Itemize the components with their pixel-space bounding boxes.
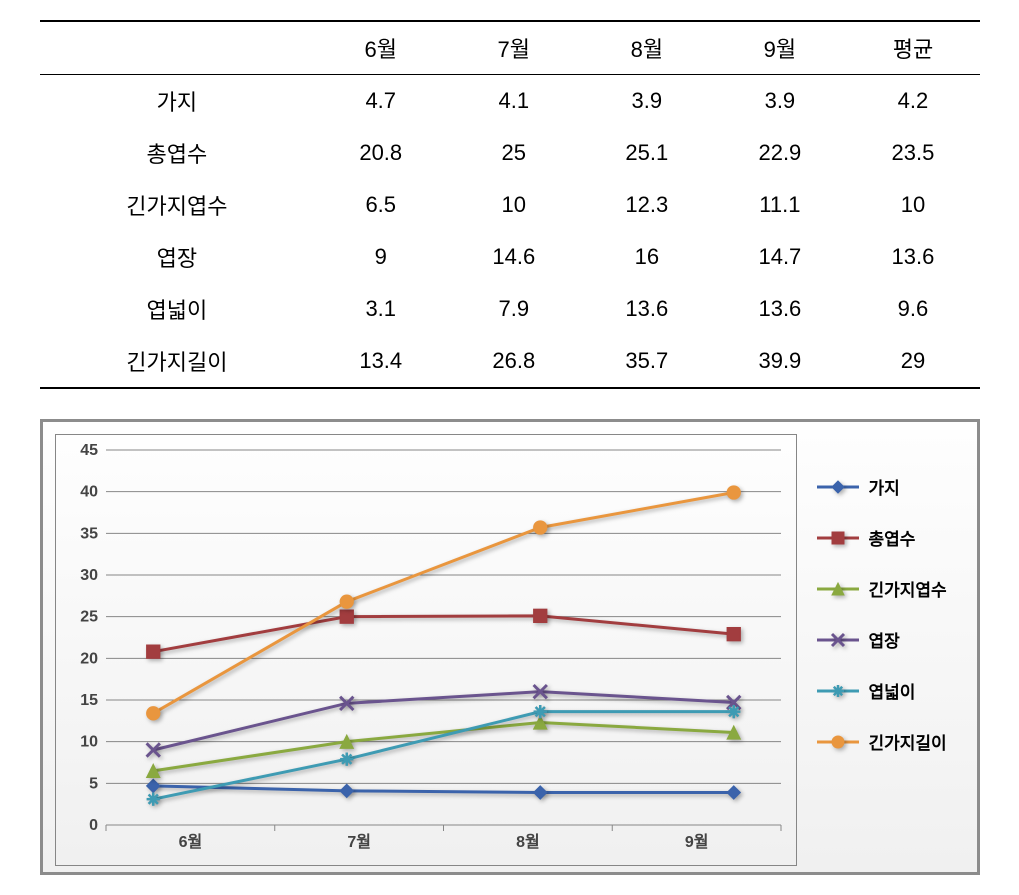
cell-value: 11.1 (713, 179, 846, 231)
legend-label: 엽넓이 (869, 678, 916, 703)
legend-item: 긴가지길이 (817, 729, 965, 754)
svg-text:5: 5 (89, 775, 98, 792)
svg-text:9월: 9월 (684, 833, 708, 851)
svg-text:45: 45 (80, 442, 98, 459)
table-row: 긴가지엽수6.51012.311.110 (40, 179, 980, 231)
cell-value: 4.7 (314, 75, 447, 128)
cell-value: 22.9 (713, 127, 846, 179)
cell-value: 29 (846, 335, 979, 388)
cell-value: 12.3 (580, 179, 713, 231)
row-label: 엽장 (40, 231, 315, 283)
cell-value: 9.6 (846, 283, 979, 335)
legend-item: 긴가지엽수 (817, 576, 965, 601)
data-table: 6월7월8월9월평균 가지4.74.13.93.94.2총엽수20.82525.… (40, 20, 980, 389)
cell-value: 7.9 (447, 283, 580, 335)
cell-value: 9 (314, 231, 447, 283)
cell-value: 16 (580, 231, 713, 283)
svg-text:35: 35 (80, 525, 98, 542)
table-row: 총엽수20.82525.122.923.5 (40, 127, 980, 179)
cell-value: 13.6 (846, 231, 979, 283)
legend-marker-icon (817, 531, 859, 545)
month-col: 7월 (447, 21, 580, 75)
table-row: 엽장914.61614.713.6 (40, 231, 980, 283)
svg-text:6월: 6월 (178, 833, 202, 851)
legend-item: 가지 (817, 474, 965, 499)
legend-label: 총엽수 (869, 525, 916, 550)
legend-marker-icon (817, 480, 859, 494)
table-row: 엽넓이3.17.913.613.69.6 (40, 283, 980, 335)
row-label: 총엽수 (40, 127, 315, 179)
legend-label: 엽장 (869, 627, 900, 652)
cell-value: 23.5 (846, 127, 979, 179)
cell-value: 25 (447, 127, 580, 179)
cell-value: 14.6 (447, 231, 580, 283)
svg-text:7월: 7월 (347, 833, 371, 851)
month-col: 9월 (713, 21, 846, 75)
svg-text:10: 10 (80, 734, 98, 751)
cell-value: 39.9 (713, 335, 846, 388)
row-label: 긴가지엽수 (40, 179, 315, 231)
svg-text:20: 20 (80, 650, 98, 667)
cell-value: 10 (846, 179, 979, 231)
legend-label: 가지 (869, 474, 900, 499)
table-row: 가지4.74.13.93.94.2 (40, 75, 980, 128)
chart-legend: 가지총엽수긴가지엽수엽장엽넓이긴가지길이 (797, 434, 965, 866)
row-label: 가지 (40, 75, 315, 128)
cell-value: 3.9 (713, 75, 846, 128)
cell-value: 26.8 (447, 335, 580, 388)
legend-item: 엽장 (817, 627, 965, 652)
svg-text:25: 25 (80, 609, 98, 626)
chart-container: 0 5 10 15 20 25 30 35 40 45 6월 7월 8월 9월 가지총엽수긴가지엽수엽장엽… (40, 419, 980, 875)
cell-value: 4.2 (846, 75, 979, 128)
row-header-col (40, 21, 315, 75)
row-label: 긴가지길이 (40, 335, 315, 388)
cell-value: 13.4 (314, 335, 447, 388)
cell-value: 35.7 (580, 335, 713, 388)
cell-value: 13.6 (580, 283, 713, 335)
chart-plot-area: 0 5 10 15 20 25 30 35 40 45 6월 7월 8월 9월 (55, 434, 797, 866)
legend-marker-icon (817, 735, 859, 749)
cell-value: 14.7 (713, 231, 846, 283)
month-col: 평균 (846, 21, 979, 75)
legend-item: 엽넓이 (817, 678, 965, 703)
table-row: 긴가지길이13.426.835.739.929 (40, 335, 980, 388)
row-label: 엽넓이 (40, 283, 315, 335)
cell-value: 3.1 (314, 283, 447, 335)
cell-value: 4.1 (447, 75, 580, 128)
legend-label: 긴가지엽수 (869, 576, 947, 601)
svg-text:0: 0 (89, 817, 98, 834)
legend-marker-icon (817, 684, 859, 698)
svg-text:15: 15 (80, 692, 98, 709)
cell-value: 13.6 (713, 283, 846, 335)
month-col: 6월 (314, 21, 447, 75)
svg-text:40: 40 (80, 484, 98, 501)
month-col: 8월 (580, 21, 713, 75)
svg-text:30: 30 (80, 567, 98, 584)
cell-value: 20.8 (314, 127, 447, 179)
cell-value: 6.5 (314, 179, 447, 231)
legend-marker-icon (817, 633, 859, 647)
svg-text:8월: 8월 (516, 833, 540, 851)
cell-value: 10 (447, 179, 580, 231)
cell-value: 25.1 (580, 127, 713, 179)
cell-value: 3.9 (580, 75, 713, 128)
legend-label: 긴가지길이 (869, 729, 947, 754)
legend-marker-icon (817, 582, 859, 596)
legend-item: 총엽수 (817, 525, 965, 550)
